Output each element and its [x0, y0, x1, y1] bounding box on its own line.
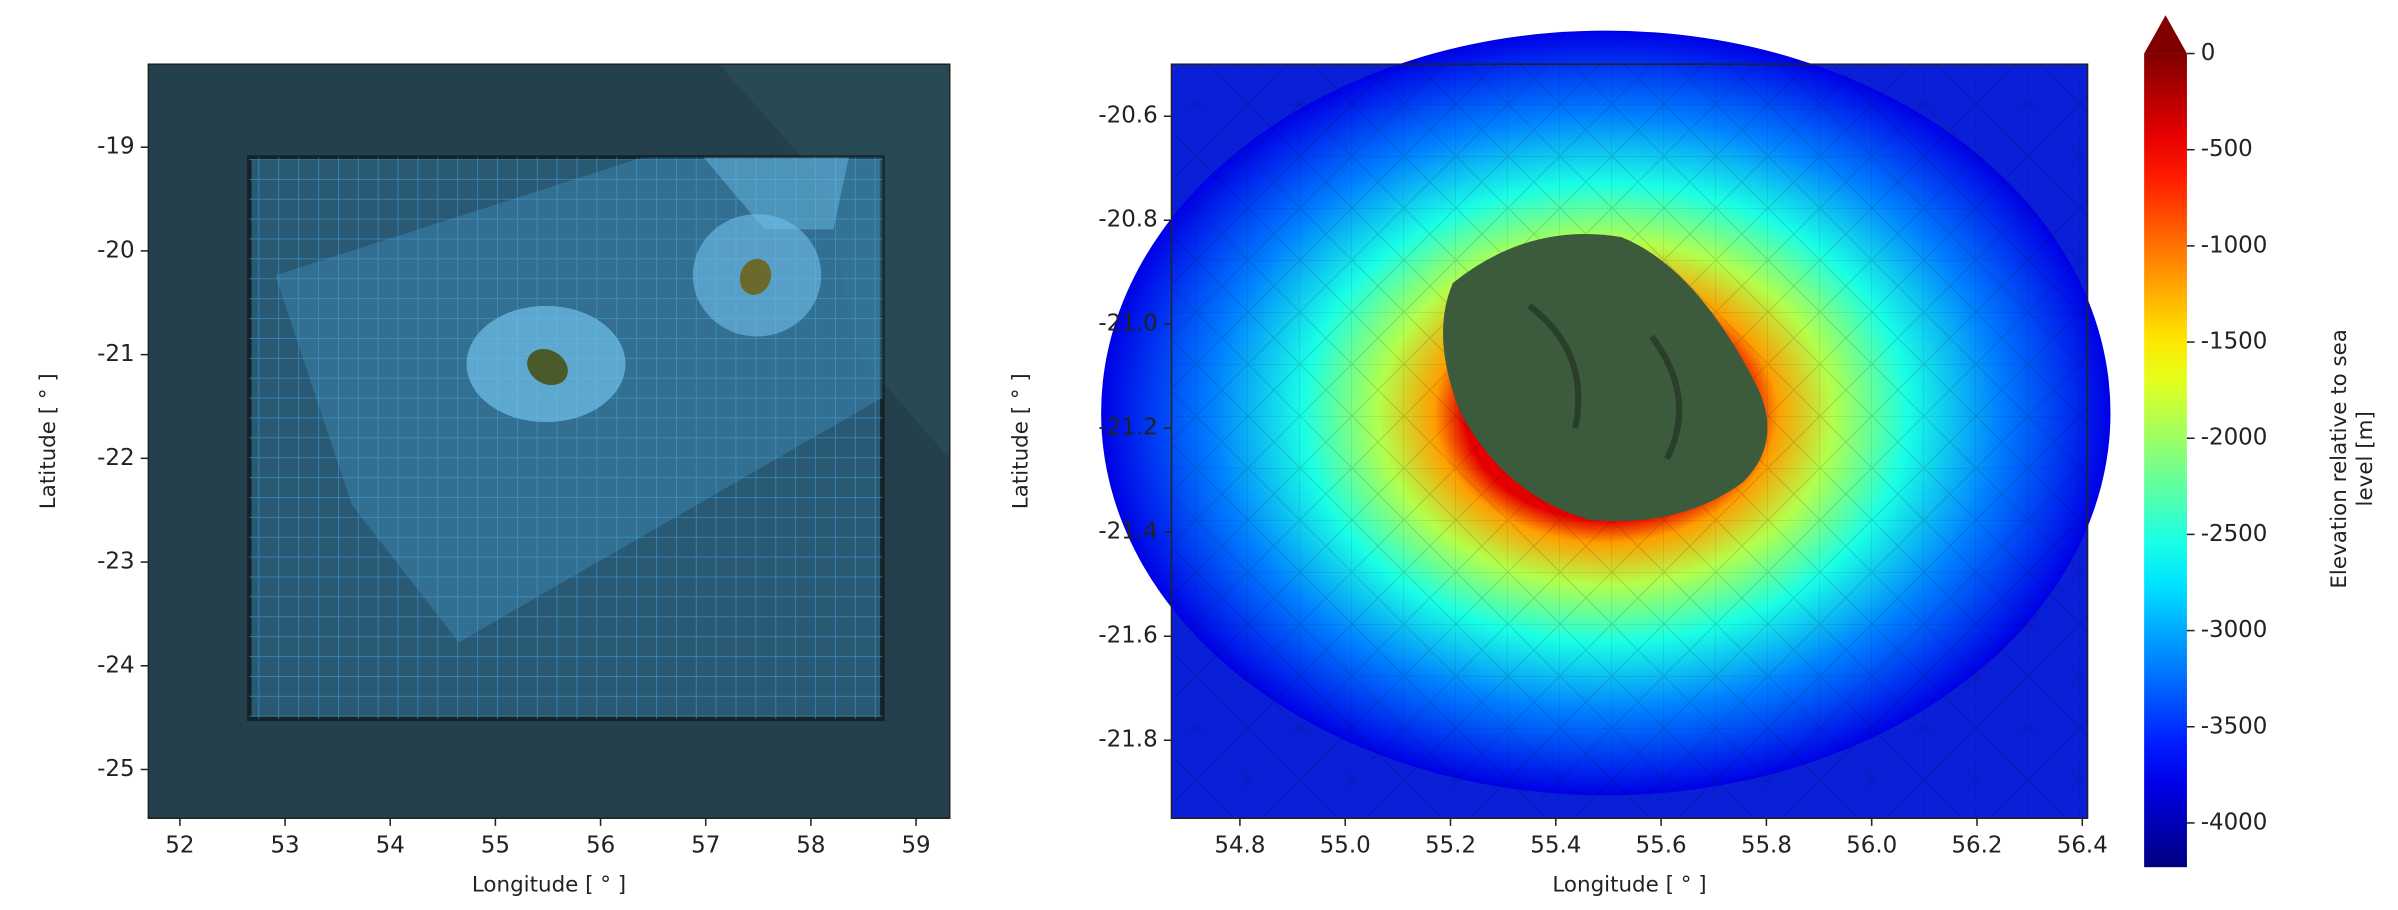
colorbar-tick-label: -3500: [2201, 713, 2268, 739]
y-tick-label: -25: [97, 756, 134, 782]
colorbar-tick-label: 0: [2201, 40, 2216, 66]
y-tick-label: -22: [97, 445, 134, 471]
x-tick-label: 55.0: [1320, 832, 1371, 858]
colorbar-tick-label: -500: [2201, 136, 2253, 162]
colorbar-label: level [m]: [2353, 411, 2378, 506]
x-axis-label: Longitude [ ° ]: [472, 873, 626, 898]
x-tick-label: 55.4: [1530, 832, 1581, 858]
colorbar-tick-label: -2500: [2201, 521, 2268, 547]
x-tick-label: 56.4: [2057, 832, 2108, 858]
y-tick-label: -21.0: [1098, 311, 1157, 337]
y-tick-label: -21.6: [1098, 623, 1157, 649]
x-tick-label: 55.6: [1636, 832, 1687, 858]
colorbar-tick-label: -1000: [2201, 232, 2268, 258]
y-tick-label: -21: [97, 341, 134, 367]
y-tick-label: -21.2: [1098, 415, 1157, 441]
x-tick-label: 54.8: [1214, 832, 1265, 858]
y-tick-label: -23: [97, 549, 134, 575]
y-axis-label: Latitude [ ° ]: [36, 373, 61, 509]
y-tick-label: -20.8: [1098, 207, 1157, 233]
y-tick-label: -21.4: [1098, 519, 1157, 545]
x-tick-label: 57: [691, 832, 720, 858]
y-tick-label: -19: [97, 134, 134, 160]
x-tick-label: 56.0: [1846, 832, 1897, 858]
x-tick-label: 55: [481, 832, 510, 858]
y-tick-label: -20: [97, 237, 134, 263]
y-axis-label: Latitude [ ° ]: [1009, 373, 1034, 509]
colorbar-tick-label: -2000: [2201, 425, 2268, 451]
x-tick-label: 56.2: [1951, 832, 2002, 858]
y-tick-label: -24: [97, 652, 134, 678]
x-tick-label: 54: [376, 832, 405, 858]
x-tick-label: 56: [586, 832, 615, 858]
colorbar-tick-label: -4000: [2201, 809, 2268, 835]
page: {"chart_data": [ {"type": "map", "xlabel…: [0, 0, 2398, 910]
x-tick-label: 59: [901, 832, 930, 858]
figure: 52 53 54 55 56 57 58 59 -25 -24 -23 -22 -21 -20 -19 Lon…: [0, 0, 2398, 910]
bathymetry-field: [1101, 31, 2110, 819]
x-tick-label: 53: [270, 832, 299, 858]
colorbar: [2144, 54, 2187, 868]
y-tick-label: -20.6: [1098, 103, 1157, 129]
colorbar-tick-label: -3000: [2201, 617, 2268, 643]
y-tick-label: -21.8: [1098, 727, 1157, 753]
colorbar-tick-label: -1500: [2201, 329, 2268, 355]
satellite-map: [148, 64, 949, 818]
x-axis-label: Longitude [ ° ]: [1552, 873, 1706, 898]
colorbar-extend: [2144, 15, 2187, 53]
x-tick-label: 55.2: [1425, 832, 1476, 858]
x-tick-label: 58: [796, 832, 825, 858]
x-tick-label: 52: [165, 832, 194, 858]
colorbar-label: Elevation relative to sea: [2327, 329, 2352, 589]
x-tick-label: 55.8: [1741, 832, 1792, 858]
